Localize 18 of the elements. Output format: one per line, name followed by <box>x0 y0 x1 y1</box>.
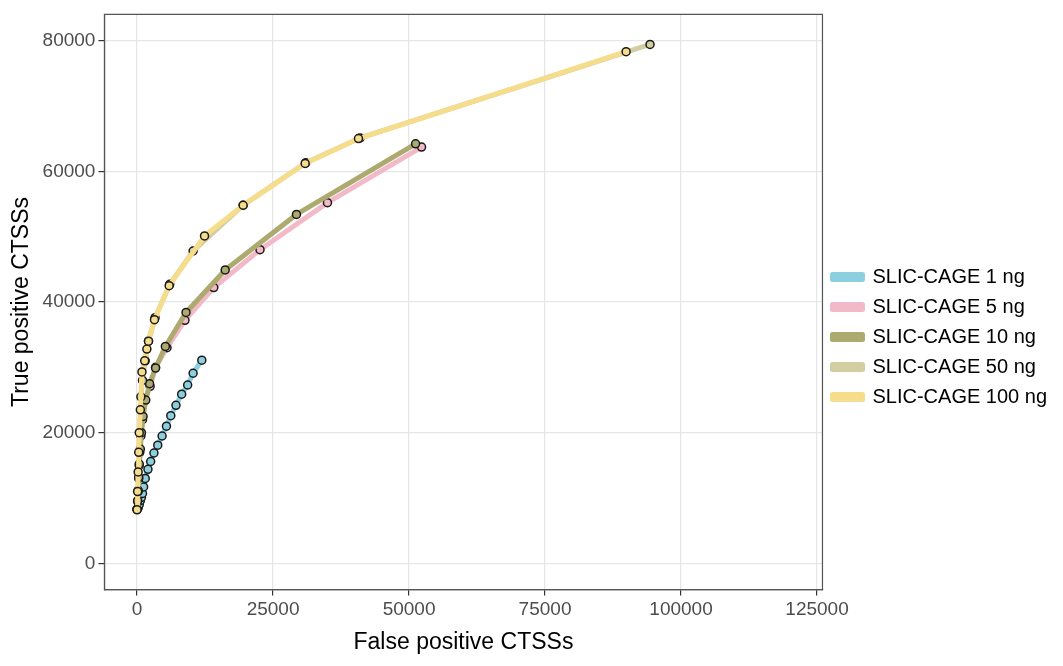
legend-label: SLIC-CAGE 100 ng <box>872 384 1047 407</box>
x-tick-label: 125000 <box>785 598 849 620</box>
legend-label: SLIC-CAGE 5 ng <box>872 294 1025 317</box>
y-tick-label: 80000 <box>42 28 96 50</box>
legend-label: SLIC-CAGE 50 ng <box>872 354 1036 377</box>
x-tick-label: 100000 <box>649 598 713 620</box>
legend-label: SLIC-CAGE 10 ng <box>872 324 1036 347</box>
y-axis-title: True positive CTSSs <box>7 196 34 408</box>
y-tick-label: 0 <box>84 551 96 573</box>
y-tick-label: 20000 <box>42 420 96 442</box>
x-tick-label: 75000 <box>518 598 572 620</box>
y-tick-label: 40000 <box>42 290 96 312</box>
legend-label: SLIC-CAGE 1 ng <box>872 264 1025 287</box>
x-tick-label: 0 <box>131 598 143 620</box>
x-tick-label: 25000 <box>246 598 300 620</box>
x-tick-label: 50000 <box>382 598 436 620</box>
y-tick-label: 60000 <box>42 159 96 181</box>
x-axis-title: False positive CTSSs <box>353 627 574 654</box>
